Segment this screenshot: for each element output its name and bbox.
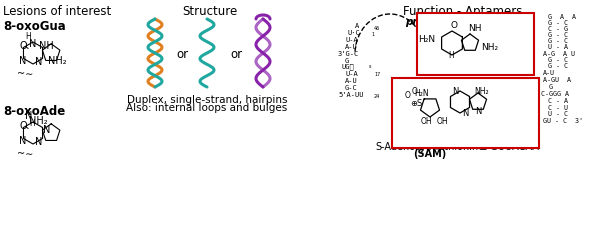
FancyBboxPatch shape xyxy=(417,14,534,76)
Text: N: N xyxy=(25,111,32,120)
Text: H: H xyxy=(448,50,454,59)
Text: NH: NH xyxy=(468,24,482,33)
Text: G: G xyxy=(345,58,349,64)
Text: H: H xyxy=(29,119,35,128)
Text: G - C: G - C xyxy=(548,63,568,69)
Text: OH: OH xyxy=(436,117,448,126)
Text: Duplex, single-strand, hairpins: Duplex, single-strand, hairpins xyxy=(127,95,287,105)
Text: N: N xyxy=(43,124,50,134)
Text: ~∼: ~∼ xyxy=(17,147,34,157)
Text: O: O xyxy=(19,41,27,51)
Text: G: G xyxy=(549,84,553,90)
Text: G - C: G - C xyxy=(548,32,568,38)
Text: G  A  A: G A A xyxy=(548,14,576,20)
Text: 3'G-C: 3'G-C xyxy=(338,51,359,57)
Text: C - U: C - U xyxy=(548,105,568,111)
Text: A-U: A-U xyxy=(345,44,358,50)
Text: GU - C  3': GU - C 3' xyxy=(543,117,583,123)
Text: NH₂: NH₂ xyxy=(475,86,490,95)
Text: G - C: G - C xyxy=(548,38,568,44)
Text: O: O xyxy=(405,91,411,100)
Text: OH: OH xyxy=(420,117,432,126)
Text: N: N xyxy=(462,108,468,117)
Text: U·C: U·C xyxy=(348,30,361,36)
Text: O: O xyxy=(451,21,458,30)
Text: or: or xyxy=(230,47,242,60)
Text: NH₂: NH₂ xyxy=(48,55,67,65)
Text: G-C: G-C xyxy=(345,85,358,91)
Text: S-Adenosylmethionine: S-Adenosylmethionine xyxy=(376,141,485,151)
Text: UG˔: UG˔ xyxy=(342,63,355,70)
Text: O: O xyxy=(412,87,418,96)
Text: U - C: U - C xyxy=(548,111,568,117)
Text: N: N xyxy=(475,106,481,115)
Text: N: N xyxy=(29,39,36,49)
Text: 17: 17 xyxy=(374,72,380,77)
Text: 1: 1 xyxy=(371,31,374,36)
Text: s: s xyxy=(369,63,371,68)
Text: G - C: G - C xyxy=(548,20,568,26)
Text: A-U: A-U xyxy=(543,70,555,76)
Text: O: O xyxy=(19,121,27,131)
Text: A: A xyxy=(355,23,359,29)
Text: N: N xyxy=(452,86,458,95)
Text: 8-oxoAde: 8-oxoAde xyxy=(3,105,65,117)
Text: (SAM): (SAM) xyxy=(413,148,446,158)
Text: C-GGG A: C-GGG A xyxy=(541,91,569,97)
Text: N: N xyxy=(35,136,42,146)
Text: A-G  A U: A-G A U xyxy=(543,51,575,57)
Text: N: N xyxy=(19,135,27,145)
Text: C - A: C - A xyxy=(548,98,568,104)
Text: A-U: A-U xyxy=(345,78,358,84)
Text: G - C: G - C xyxy=(548,57,568,63)
Text: NH: NH xyxy=(39,41,54,51)
Text: A-GU  A: A-GU A xyxy=(543,77,571,83)
Text: preQ₁: preQ₁ xyxy=(405,17,438,27)
Text: H₂N: H₂N xyxy=(415,89,430,98)
Text: H₂N: H₂N xyxy=(418,34,435,43)
FancyBboxPatch shape xyxy=(392,79,539,148)
Text: ⊕S: ⊕S xyxy=(410,98,422,107)
Text: U-A: U-A xyxy=(345,71,358,77)
Text: U - A: U - A xyxy=(548,44,568,50)
Text: N: N xyxy=(19,55,27,65)
Text: 5'A-UU: 5'A-UU xyxy=(338,92,364,98)
Text: U-A: U-A xyxy=(345,37,358,43)
Text: 5’GUUACAA: 5’GUUACAA xyxy=(481,141,539,151)
Text: H: H xyxy=(26,32,31,41)
Text: NH₂: NH₂ xyxy=(481,42,498,51)
Text: ~∼: ~∼ xyxy=(17,68,34,78)
Text: 46: 46 xyxy=(374,25,380,30)
Text: NH₂: NH₂ xyxy=(29,116,48,126)
Text: N: N xyxy=(35,57,42,66)
Text: 24: 24 xyxy=(374,94,380,99)
Text: Also: internal loops and bulges: Also: internal loops and bulges xyxy=(127,103,287,112)
Text: Structure: Structure xyxy=(182,5,238,18)
Text: Function - Aptamers: Function - Aptamers xyxy=(403,5,523,18)
Text: C - G: C - G xyxy=(548,26,568,32)
Text: or: or xyxy=(176,47,188,60)
Text: 8-oxoGua: 8-oxoGua xyxy=(3,20,66,33)
Text: Lesions of interest: Lesions of interest xyxy=(3,5,111,18)
